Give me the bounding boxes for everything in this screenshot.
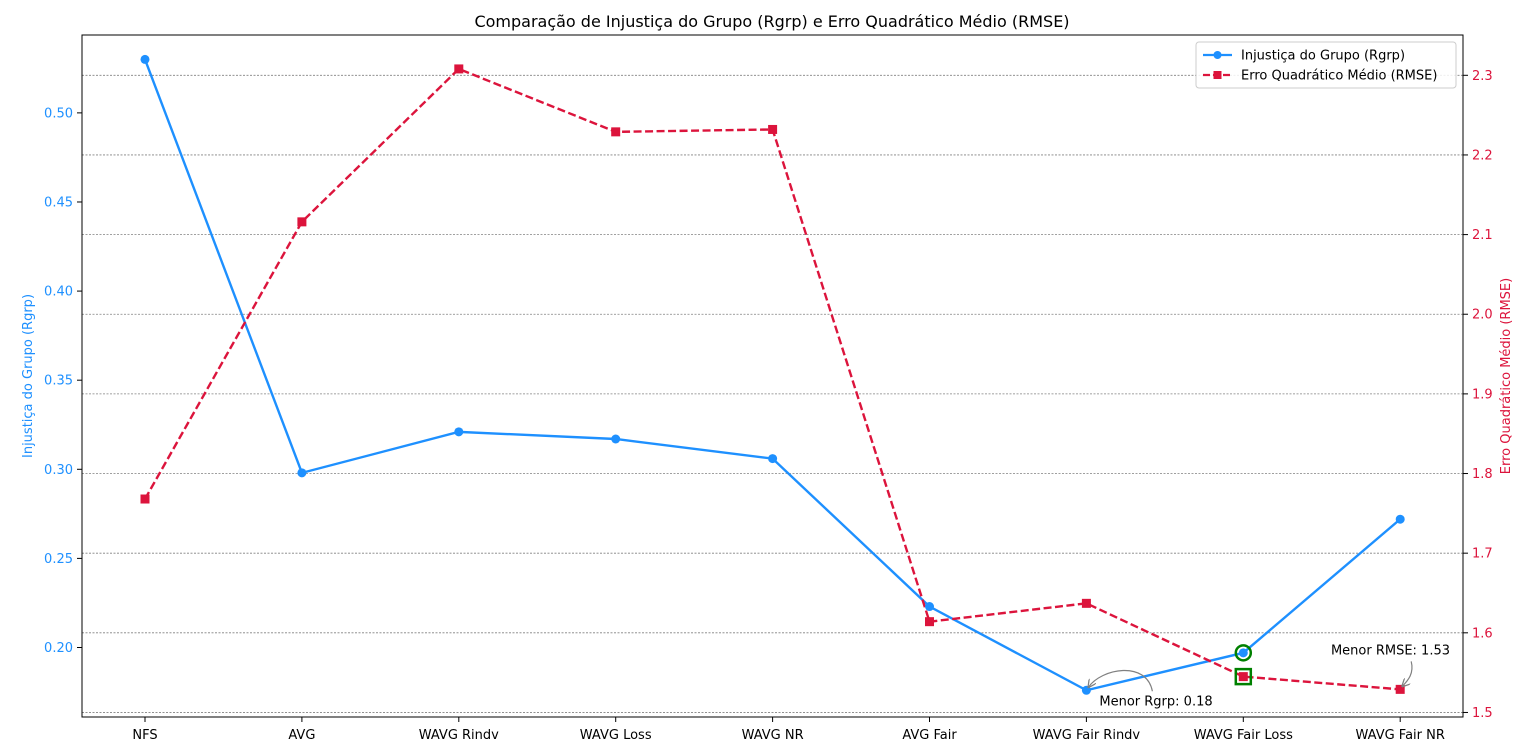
data-point (611, 127, 621, 137)
right-tick-label: 1.7 (1472, 547, 1493, 562)
data-point (1081, 598, 1091, 608)
x-tick-label: WAVG Fair Loss (1194, 728, 1293, 743)
right-tick-label: 1.6 (1472, 626, 1493, 641)
left-tick-label: 0.50 (44, 106, 73, 121)
annotation-arrow-rgrp (1088, 669, 1153, 692)
x-tick-label: WAVG Loss (580, 728, 652, 743)
data-point (925, 617, 934, 627)
right-tick-label: 2.3 (1472, 69, 1493, 84)
series-markers (140, 54, 1405, 695)
highlight-circle (1234, 644, 1253, 662)
legend-label-rgrp: Injustiça do Grupo (Rgrp) (1241, 49, 1405, 64)
series-lines (143, 58, 1401, 692)
left-tick-label: 0.40 (44, 285, 73, 300)
right-tick-label: 2.0 (1472, 308, 1493, 323)
right-tick-label: 2.1 (1472, 228, 1493, 243)
data-point (1081, 685, 1091, 695)
grid-lines (82, 74, 1463, 713)
left-tick-label: 0.20 (44, 641, 73, 656)
data-point (297, 217, 307, 227)
data-point (925, 602, 934, 612)
right-tick-label: 1.9 (1472, 387, 1493, 402)
left-axis-label: Injustiça do Grupo (Rgrp) (21, 294, 36, 458)
x-tick-label: WAVG Fair NR (1355, 728, 1444, 743)
data-point (1395, 514, 1405, 524)
legend: Injustiça do Grupo (Rgrp) Erro Quadrátic… (1195, 41, 1457, 89)
data-point (454, 64, 464, 74)
x-tick-label: NFS (132, 728, 157, 743)
right-tick-label: 1.5 (1472, 706, 1493, 721)
data-point (1238, 648, 1248, 658)
annotations: Menor Rgrp: 0.18 Menor RMSE: 1.53 (1088, 643, 1450, 709)
annotation-min-rmse: Menor RMSE: 1.53 (1331, 643, 1450, 658)
series-line-1 (143, 67, 1401, 691)
left-tick-label: 0.35 (44, 374, 73, 389)
right-axis-label: Erro Quadrático Médio (RMSE) (1499, 278, 1514, 474)
left-tick-label: 0.25 (44, 552, 73, 567)
left-tick-label: 0.30 (44, 463, 73, 478)
legend-box (1195, 41, 1457, 89)
data-point (1395, 684, 1405, 694)
data-point (1238, 672, 1248, 682)
annotation-min-rgrp: Menor Rgrp: 0.18 (1099, 694, 1212, 709)
highlight-square (1234, 667, 1253, 686)
legend-marker-rmse (1213, 71, 1222, 79)
right-tick-label: 2.2 (1472, 148, 1493, 163)
series-line-0 (143, 58, 1401, 692)
data-point (140, 54, 150, 64)
data-point (611, 434, 621, 444)
x-tick-label: AVG (288, 728, 315, 743)
chart-title: Comparação de Injustiça do Grupo (Rgrp) … (474, 12, 1069, 31)
legend-label-rmse: Erro Quadrático Médio (RMSE) (1241, 69, 1437, 84)
right-tick-label: 1.8 (1472, 467, 1493, 482)
legend-marker-rgrp (1213, 51, 1222, 59)
data-point (768, 454, 778, 464)
plot-frame (81, 34, 1464, 718)
annotation-arrow-rmse (1402, 661, 1413, 686)
data-point (454, 427, 464, 437)
data-point (297, 468, 307, 478)
data-point (140, 494, 150, 504)
axes: NFS AVG WAVG Rindv WAVG Loss WAVG NR AVG Fair… (44, 34, 1493, 743)
x-tick-label: WAVG NR (742, 728, 804, 743)
x-tick-label: WAVG Fair Rindv (1033, 728, 1141, 743)
left-tick-label: 0.45 (44, 195, 73, 210)
data-point (768, 124, 778, 134)
x-tick-label: AVG Fair (902, 728, 957, 743)
x-tick-label: WAVG Rindv (419, 728, 499, 743)
